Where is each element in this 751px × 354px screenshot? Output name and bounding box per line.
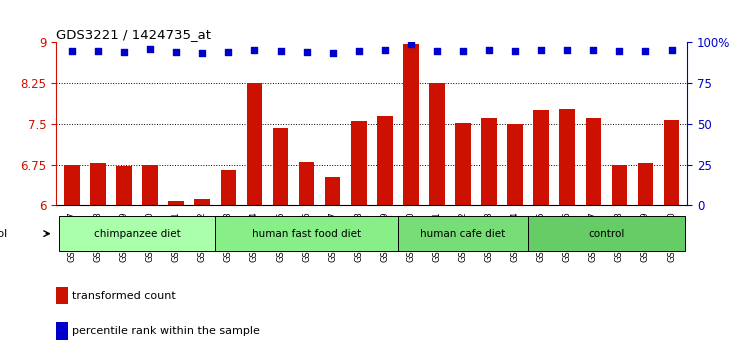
Point: [327, 51, 339, 56]
Bar: [116, 166, 132, 205]
Point: [66, 48, 78, 53]
FancyBboxPatch shape: [528, 216, 685, 251]
Text: human fast food diet: human fast food diet: [252, 229, 361, 239]
Point: [170, 50, 182, 55]
Point: [196, 51, 208, 56]
Bar: [299, 162, 315, 205]
Bar: [64, 165, 80, 205]
Point: [144, 46, 156, 52]
Bar: [273, 128, 288, 205]
Bar: [403, 44, 418, 205]
Bar: [168, 201, 184, 205]
Bar: [507, 124, 523, 205]
Bar: [351, 121, 366, 205]
Bar: [325, 177, 340, 205]
Point: [353, 48, 365, 53]
Bar: [611, 165, 627, 205]
Point: [249, 47, 261, 52]
Bar: [429, 83, 445, 205]
Point: [535, 47, 547, 52]
Point: [665, 47, 677, 52]
Bar: [559, 109, 575, 205]
Point: [483, 47, 495, 52]
Bar: [246, 83, 262, 205]
FancyBboxPatch shape: [216, 216, 398, 251]
Bar: [56, 287, 68, 304]
Point: [457, 48, 469, 53]
Bar: [90, 163, 106, 205]
Point: [118, 50, 130, 55]
Bar: [455, 123, 471, 205]
Text: human cafe diet: human cafe diet: [421, 229, 505, 239]
Bar: [195, 199, 210, 205]
Bar: [481, 119, 497, 205]
Point: [614, 48, 626, 53]
Text: transformed count: transformed count: [72, 291, 176, 301]
Bar: [533, 110, 549, 205]
Point: [587, 47, 599, 52]
Point: [561, 47, 573, 52]
Text: control: control: [588, 229, 625, 239]
Point: [405, 41, 417, 46]
Bar: [586, 119, 601, 205]
Point: [275, 48, 287, 53]
Bar: [664, 120, 680, 205]
FancyBboxPatch shape: [398, 216, 528, 251]
Bar: [638, 163, 653, 205]
Bar: [143, 165, 158, 205]
Text: protocol: protocol: [0, 229, 8, 239]
Point: [431, 48, 443, 53]
Text: GDS3221 / 1424735_at: GDS3221 / 1424735_at: [56, 28, 211, 41]
Point: [300, 50, 312, 55]
Point: [222, 49, 234, 55]
Bar: [56, 322, 68, 340]
Point: [509, 48, 521, 53]
FancyBboxPatch shape: [59, 216, 216, 251]
Bar: [377, 116, 393, 205]
Bar: [221, 170, 237, 205]
Point: [379, 47, 391, 52]
Point: [639, 48, 651, 53]
Text: chimpanzee diet: chimpanzee diet: [94, 229, 180, 239]
Text: percentile rank within the sample: percentile rank within the sample: [72, 326, 260, 336]
Point: [92, 48, 104, 53]
